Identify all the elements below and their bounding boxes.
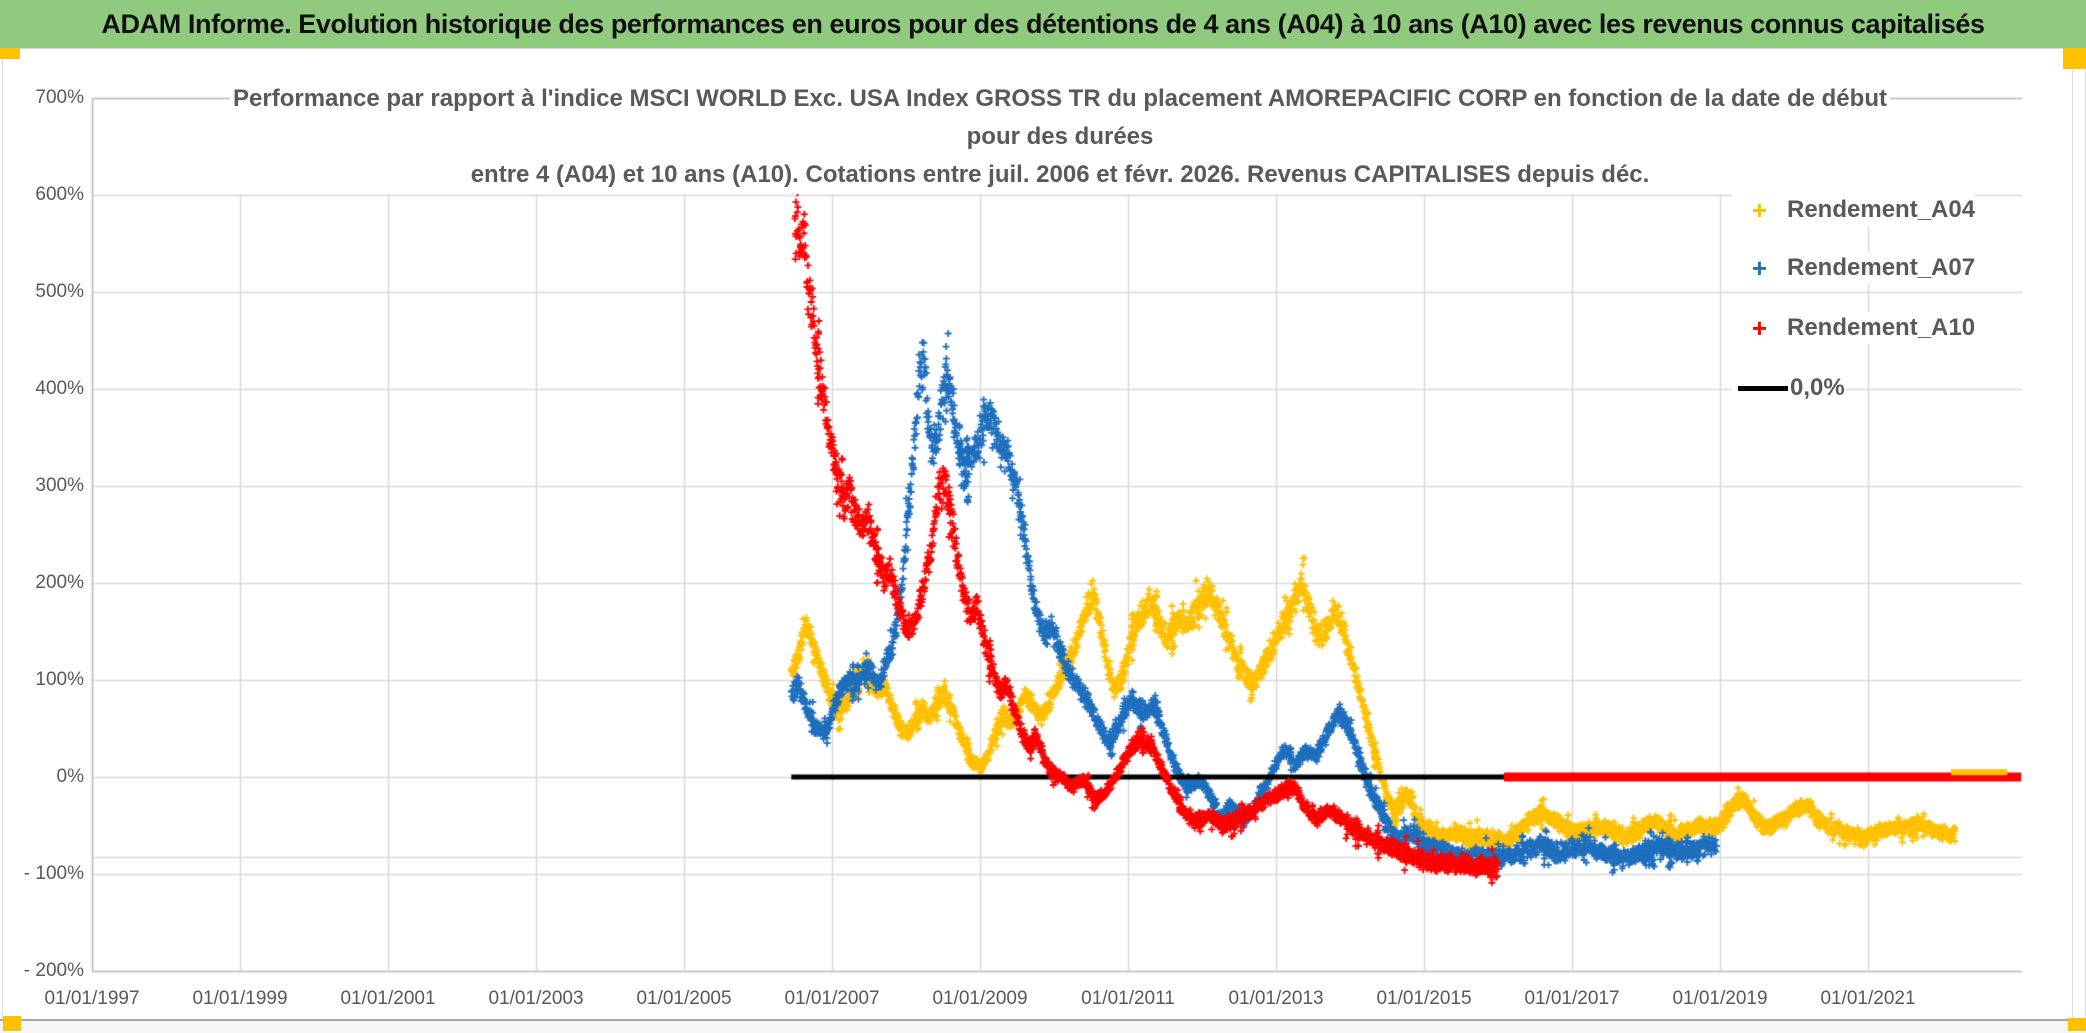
bottom-strip: [0, 1019, 2086, 1033]
y-axis-label-500: 500%: [35, 281, 84, 302]
y-axis-label-300: 300%: [35, 475, 84, 496]
x-axis-label-2009: 01/01/2009: [932, 988, 1028, 1009]
x-axis-label-2011: 01/01/2011: [1081, 988, 1175, 1009]
x-axis-label-2015: 01/01/2015: [1376, 988, 1472, 1009]
x-axis-label-1997: 01/01/1997: [44, 988, 140, 1009]
legend-item-rendement-a07: + Rendement_A07: [1732, 252, 1976, 284]
chart-title-line-1: Performance par rapport à l'indice MSCI …: [233, 85, 1887, 112]
black-line-icon: [1738, 385, 1788, 391]
x-axis-label-2017: 01/01/2017: [1524, 988, 1620, 1009]
chart-title-line-3: entre 4 (A04) et 10 ans (A10). Cotations…: [470, 161, 1650, 188]
y-axis-label-600: 600%: [35, 184, 84, 205]
legend-label: Rendement_A10: [1787, 314, 1976, 341]
y-axis-label-0: 0%: [56, 766, 84, 787]
plus-marker-icon: +: [1751, 253, 1768, 283]
legend-label: Rendement_A04: [1787, 196, 1976, 223]
legend-item-rendement-a10: + Rendement_A10: [1732, 312, 1976, 344]
y-axis-label-200: 200%: [35, 572, 84, 593]
y-axis-label-neg100: - 100%: [23, 863, 84, 884]
y-axis-label-400: 400%: [35, 378, 84, 399]
chart-title-line-2: pour des durées: [966, 123, 1154, 150]
y-axis-label-neg200: - 200%: [23, 960, 84, 981]
x-axis-label-2001: 01/01/2001: [340, 988, 436, 1009]
legend-item-rendement-a04: + Rendement_A04: [1732, 194, 1976, 226]
y-axis-label-100: 100%: [35, 669, 84, 690]
legend-label: Rendement_A07: [1787, 254, 1976, 281]
chart-title: Performance par rapport à l'indice MSCI …: [230, 80, 1890, 194]
accent-top-left: [0, 48, 20, 59]
y-axis-label-700: 700%: [35, 87, 84, 108]
x-axis-label-2005: 01/01/2005: [636, 988, 732, 1009]
accent-bottom-right: [2068, 1018, 2086, 1031]
x-axis-label-2013: 01/01/2013: [1228, 988, 1324, 1009]
legend-label: 0,0%: [1790, 374, 1845, 401]
x-axis-label-2019: 01/01/2019: [1672, 988, 1768, 1009]
x-axis-label-1999: 01/01/1999: [192, 988, 288, 1009]
x-axis-label-2021: 01/01/2021: [1820, 988, 1916, 1009]
plus-marker-icon: +: [1751, 195, 1768, 225]
accent-bottom-left: [3, 1016, 21, 1031]
accent-top-right: [2063, 48, 2086, 69]
x-axis-label-2003: 01/01/2003: [488, 988, 584, 1009]
plus-marker-icon: +: [1751, 313, 1768, 343]
x-axis-label-2007: 01/01/2007: [784, 988, 880, 1009]
legend-item-zero-line: 0,0%: [1732, 372, 1845, 404]
